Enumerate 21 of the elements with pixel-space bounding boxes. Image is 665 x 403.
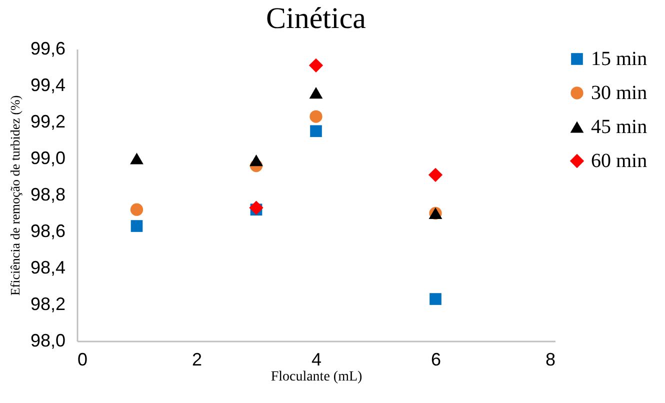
y-tick-label: 99,6 xyxy=(30,38,66,58)
y-tick-label: 98,8 xyxy=(30,184,66,204)
x-tick-label: 0 xyxy=(78,350,88,370)
legend-label: 45 min xyxy=(591,116,648,138)
y-axis-title: Eficiência de remoção de turbidez (%) xyxy=(7,95,22,296)
x-tick-label: 6 xyxy=(430,350,442,370)
x-tick-label: 8 xyxy=(545,350,556,370)
y-tick-label: 98,4 xyxy=(30,258,66,278)
x-tick-label: 4 xyxy=(311,350,322,370)
y-tick-label: 99,0 xyxy=(30,148,66,168)
legend-label: 30 min xyxy=(591,82,648,104)
y-tick-label: 99,4 xyxy=(30,75,66,95)
y-tick-label: 99,2 xyxy=(30,112,66,132)
chart-title: Cinética xyxy=(266,2,366,35)
legend-label: 15 min xyxy=(591,48,648,70)
y-tick-label: 98,6 xyxy=(30,221,66,241)
legend-label: 60 min xyxy=(591,150,648,172)
y-tick-label: 98,2 xyxy=(30,294,66,314)
y-tick-label: 98,0 xyxy=(30,330,66,350)
x-tick-label: 2 xyxy=(192,350,202,370)
x-axis-title: Floculante (mL) xyxy=(270,370,363,384)
